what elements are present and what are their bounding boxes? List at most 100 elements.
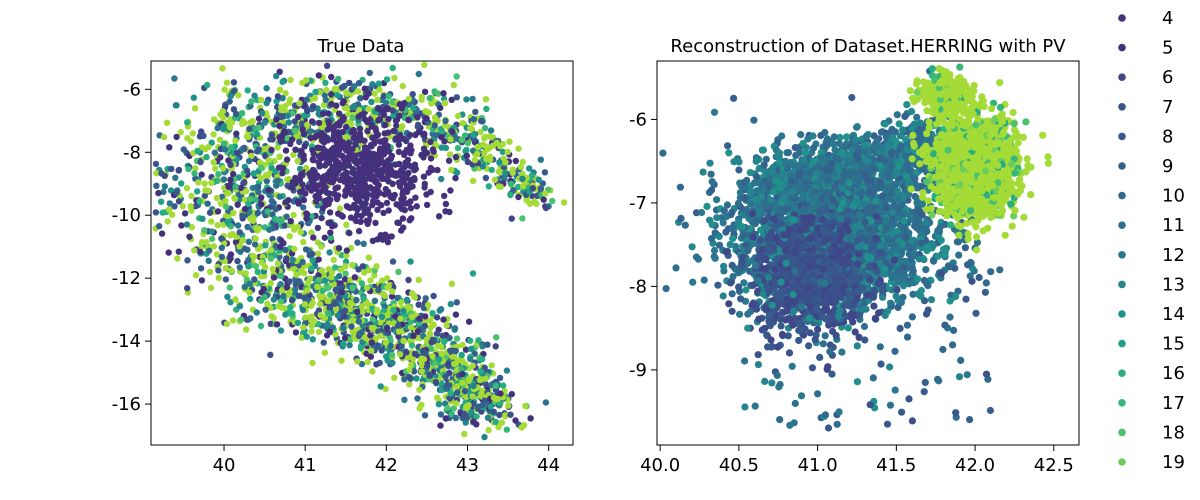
chart1-xtick-label: 41 — [294, 455, 317, 476]
chart1-point — [389, 359, 396, 367]
chart1-point — [426, 317, 434, 325]
chart1-point — [349, 284, 356, 292]
chart1-point — [214, 124, 221, 132]
chart1-point — [474, 143, 481, 151]
chart1-point — [198, 277, 206, 284]
chart1-point — [381, 130, 388, 137]
chart1-point — [427, 164, 434, 172]
chart1-point — [437, 306, 445, 313]
chart1-point — [412, 194, 419, 201]
chart1-point — [367, 332, 374, 339]
chart1-point — [296, 176, 303, 184]
chart1-point — [321, 234, 328, 241]
chart1-point — [295, 113, 302, 121]
chart1-point — [287, 76, 294, 84]
chart1-point — [391, 191, 398, 199]
chart1-point — [453, 94, 460, 101]
chart1-point — [194, 147, 201, 155]
chart1-point — [251, 92, 258, 99]
chart1-point — [332, 157, 340, 164]
chart1-point — [368, 98, 375, 106]
chart1-point — [302, 246, 310, 253]
chart1-point — [214, 222, 221, 229]
chart1-point — [366, 267, 373, 274]
chart1-point — [197, 248, 204, 256]
chart1-point — [187, 203, 194, 210]
panel-true-data: True Data 40 41 42 43 44-6-8-10-12-14-16 — [112, 36, 574, 476]
chart1-point — [509, 169, 516, 176]
chart1-point — [279, 78, 286, 86]
chart2-point — [713, 196, 721, 204]
chart1-point — [322, 202, 329, 209]
chart1-point — [427, 371, 434, 378]
chart1-point — [206, 268, 214, 276]
chart1-point — [340, 98, 347, 105]
chart1-points — [152, 61, 568, 441]
chart1-point — [428, 345, 435, 352]
chart2-point — [700, 276, 708, 284]
chart1-point — [434, 394, 441, 401]
chart1-point — [482, 174, 490, 182]
chart1-point — [215, 274, 222, 281]
chart1-point — [258, 96, 265, 104]
chart1-point — [437, 104, 444, 112]
chart1-point — [158, 230, 166, 237]
chart1-point — [463, 96, 470, 103]
chart1-point — [309, 300, 316, 307]
chart1-point — [358, 329, 365, 336]
chart1-point — [201, 227, 208, 234]
chart1-point — [276, 86, 284, 94]
chart1-point — [181, 210, 189, 217]
chart1-point — [199, 215, 206, 222]
chart1-point — [159, 209, 166, 216]
chart1-point — [466, 337, 474, 344]
chart1-point — [277, 272, 285, 280]
chart1-point — [507, 411, 514, 418]
chart1-point — [326, 291, 334, 298]
chart1-point — [346, 229, 353, 237]
chart1-point — [254, 268, 261, 276]
chart1-point — [334, 91, 341, 99]
chart1-point — [330, 148, 337, 155]
chart1-point — [241, 205, 249, 213]
chart1-point — [395, 179, 403, 186]
chart1-point — [421, 61, 428, 69]
chart1-point — [217, 200, 225, 207]
chart1-point — [395, 268, 402, 275]
chart1-point — [369, 81, 376, 88]
chart1-point — [465, 377, 472, 384]
chart1-point — [354, 358, 361, 365]
chart1-point — [230, 209, 237, 217]
chart1-point — [487, 156, 494, 163]
chart1-point — [358, 360, 366, 368]
chart1-point — [413, 375, 420, 382]
chart2-point — [903, 321, 912, 329]
chart1-point — [152, 160, 160, 168]
chart1-point — [350, 83, 358, 90]
chart1-point — [432, 379, 440, 386]
chart1-point — [230, 79, 238, 86]
chart1-point — [153, 182, 160, 189]
chart1-point — [374, 105, 382, 112]
chart1-point — [483, 105, 490, 113]
chart1-point — [422, 313, 429, 320]
panel-reconstruction: Reconstruction of Dataset.HERRING with P… — [629, 36, 1080, 476]
chart1-point — [328, 91, 335, 98]
chart1-point — [323, 62, 331, 69]
chart1-point — [350, 204, 357, 211]
chart1-point — [205, 143, 212, 151]
chart1-point — [331, 264, 339, 271]
chart1-point — [308, 265, 315, 272]
chart1-point — [444, 404, 451, 412]
chart1-point — [401, 149, 408, 156]
chart2-point — [954, 238, 963, 246]
chart1-point — [372, 219, 379, 227]
chart1-point — [339, 324, 347, 332]
chart1-point — [502, 159, 509, 166]
chart1-point — [156, 223, 163, 230]
chart1-point — [431, 114, 439, 121]
chart1-point — [197, 265, 205, 272]
chart1-point — [216, 136, 224, 143]
chart1-point — [274, 177, 281, 184]
